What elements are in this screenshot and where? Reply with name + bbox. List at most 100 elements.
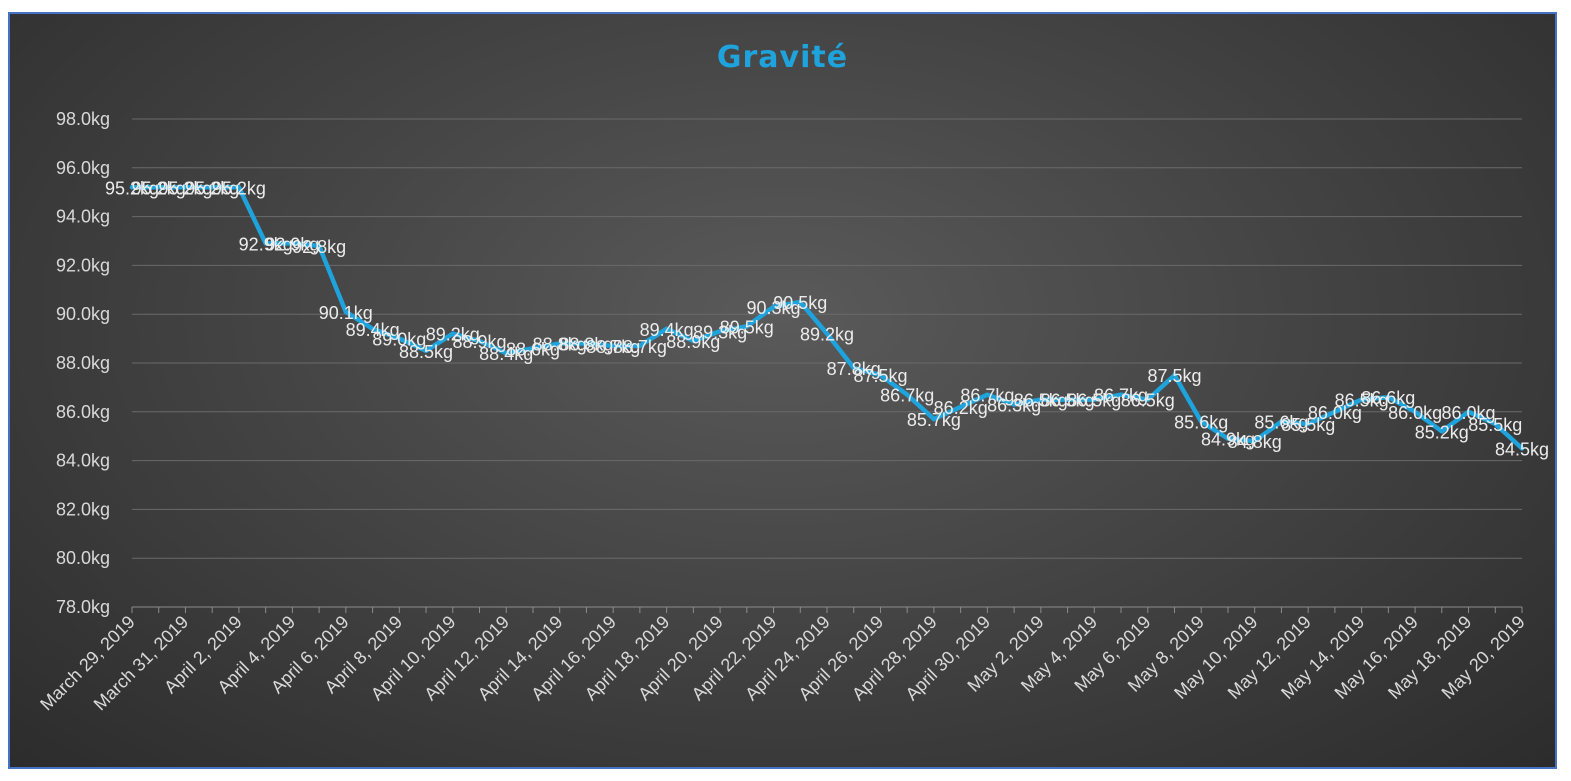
data-point <box>343 309 348 314</box>
data-label: 87.5kg <box>1147 366 1201 386</box>
data-label: 90.5kg <box>773 293 827 313</box>
data-label: 88.5kg <box>399 342 453 362</box>
data-label: 84.9kg <box>1201 430 1255 450</box>
chart-frame: Gravité 78.0kg 80.0kg 82.0kg 84.0kg 86.0kg 88… <box>8 12 1557 769</box>
data-point <box>1332 409 1338 414</box>
data-point <box>1359 397 1364 402</box>
data-point <box>584 341 589 346</box>
data-point <box>423 348 429 353</box>
y-tick-label: 88.0kg <box>56 353 110 373</box>
data-point <box>156 185 161 190</box>
data-label: 86.0kg <box>1308 403 1362 423</box>
data-label: 88.7kg <box>613 337 667 357</box>
y-tick-label: 98.0kg <box>56 109 110 129</box>
data-point <box>183 185 188 190</box>
data-point <box>1011 402 1017 407</box>
data-label: 88.6kg <box>506 339 560 359</box>
data-labels: 95.2kg95.2kg95.2kg95.2kg95.2kg92.9kg92.9… <box>105 178 1549 459</box>
data-point <box>236 185 242 190</box>
data-label: 86.5kg <box>1041 391 1095 411</box>
data-point <box>397 336 402 341</box>
data-point <box>931 416 937 422</box>
data-label: 88.9kg <box>452 332 506 352</box>
data-point <box>1225 436 1231 441</box>
data-point <box>1279 419 1284 424</box>
data-label: 87.8kg <box>827 359 881 379</box>
data-point <box>290 241 295 246</box>
data-point <box>557 341 562 346</box>
data-label: 85.5kg <box>1281 415 1335 435</box>
data-point <box>1092 397 1097 402</box>
data-point <box>1065 397 1070 402</box>
y-tick-label: 96.0kg <box>56 158 110 178</box>
data-point <box>798 299 803 305</box>
data-point <box>129 185 135 190</box>
data-point <box>717 329 723 334</box>
data-label: 85.7kg <box>907 410 961 430</box>
y-tick-label: 94.0kg <box>56 207 110 227</box>
data-label: 89.4kg <box>346 320 400 340</box>
data-point <box>637 343 643 349</box>
data-point <box>905 392 910 397</box>
data-point <box>477 338 482 344</box>
data-label: 88.8kg <box>533 335 587 355</box>
data-point <box>664 326 669 331</box>
data-label: 86.5kg <box>1067 391 1121 411</box>
data-label: 90.1kg <box>319 303 373 323</box>
data-label: 89.2kg <box>426 325 480 345</box>
line-chart: 78.0kg 80.0kg 82.0kg 84.0kg 86.0kg 88.0kg 90.0… <box>36 109 1549 715</box>
data-label: 86.3kg <box>987 396 1041 416</box>
data-label: 85.6kg <box>1174 413 1228 433</box>
data-point <box>611 343 616 349</box>
data-point <box>210 185 215 190</box>
y-tick-label: 90.0kg <box>56 304 110 324</box>
data-label: 84.5kg <box>1495 439 1549 459</box>
data-point <box>1412 409 1418 414</box>
x-axis <box>131 606 1523 613</box>
data-label: 88.9kg <box>666 332 720 352</box>
data-label: 95.2kg <box>132 178 186 198</box>
data-label: 89.2kg <box>800 325 854 345</box>
data-point <box>878 373 883 378</box>
data-label: 86.7kg <box>1094 386 1148 406</box>
data-label: 88.4kg <box>479 344 533 364</box>
y-tick-label: 78.0kg <box>56 597 110 617</box>
data-label: 85.2kg <box>1415 422 1469 442</box>
data-point <box>985 392 990 397</box>
y-tick-label: 92.0kg <box>56 255 110 275</box>
data-label: 86.7kg <box>960 386 1014 406</box>
y-tick-label: 84.0kg <box>56 451 110 471</box>
x-tick-label: March 31, 2019 <box>90 612 193 715</box>
data-label: 95.2kg <box>105 178 159 198</box>
data-point <box>1519 446 1525 451</box>
data-label: 90.3kg <box>746 298 800 318</box>
data-point <box>1386 395 1391 400</box>
data-label: 85.6kg <box>1254 413 1308 433</box>
data-point <box>691 338 696 344</box>
data-label: 89.0kg <box>372 330 426 350</box>
data-label: 86.5kg <box>1014 391 1068 411</box>
data-label: 92.9kg <box>239 234 293 254</box>
data-point <box>530 346 536 351</box>
data-point <box>1118 392 1124 397</box>
chart-title: Gravité <box>716 40 849 75</box>
data-label: 89.4kg <box>640 320 694 340</box>
data-point <box>450 331 455 336</box>
y-axis-tick-labels: 78.0kg 80.0kg 82.0kg 84.0kg 86.0kg 88.0kg 90.0… <box>56 109 110 617</box>
data-point <box>1466 409 1471 414</box>
data-point <box>1199 419 1204 424</box>
data-label: 95.2kg <box>185 178 239 198</box>
data-point <box>1306 421 1311 427</box>
data-label: 84.8kg <box>1228 432 1282 452</box>
data-point <box>1172 373 1177 378</box>
data-point <box>1439 429 1445 434</box>
data-label: 88.8kg <box>559 335 613 355</box>
x-tick-label: March 29, 2019 <box>36 612 139 715</box>
gridlines <box>132 118 1522 559</box>
y-tick-label: 86.0kg <box>56 402 110 422</box>
data-label: 92.9kg <box>265 234 319 254</box>
data-label: 86.2kg <box>934 398 988 418</box>
y-tick-label: 80.0kg <box>56 548 110 568</box>
data-label: 86.6kg <box>1361 388 1415 408</box>
